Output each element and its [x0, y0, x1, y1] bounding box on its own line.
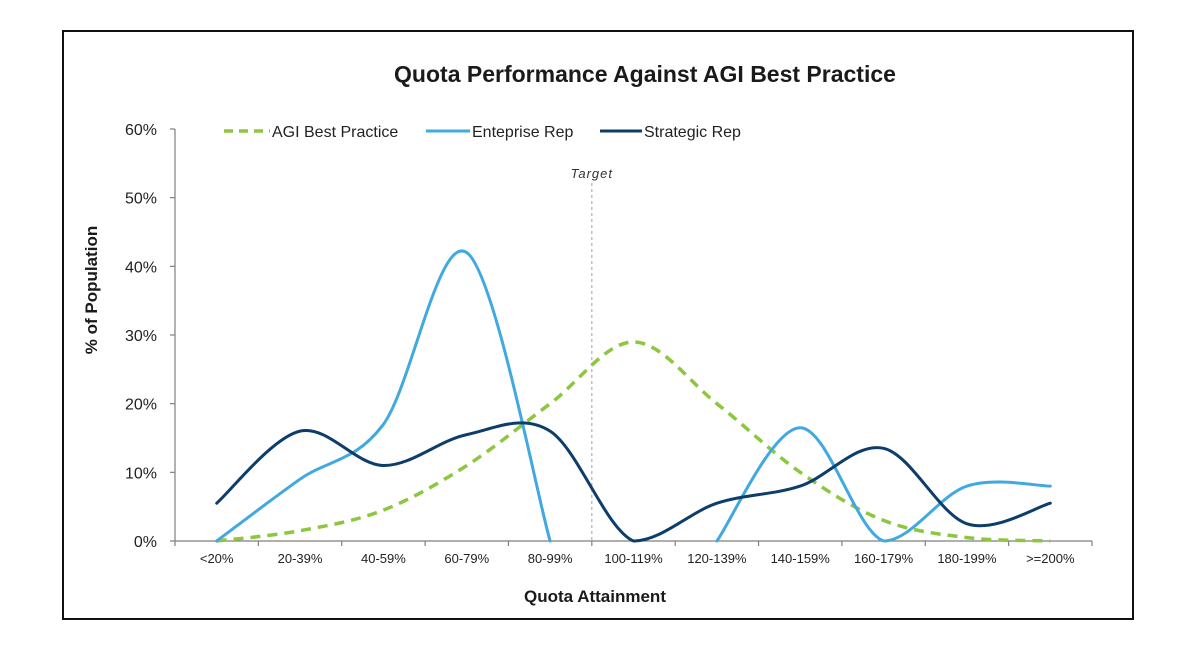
y-axis-title: % of Population [82, 226, 101, 354]
series-enteprise-rep-line [715, 426, 1052, 543]
legend-label: Strategic Rep [644, 124, 741, 141]
x-tick-label: 160-179% [854, 551, 914, 566]
y-tick-label: 60% [125, 122, 157, 139]
chart-frame [62, 30, 1134, 620]
y-tick-label: 30% [125, 328, 157, 345]
y-tick-label: 10% [125, 465, 157, 482]
series-strategic-rep-line [215, 421, 1052, 543]
x-tick-label: >=200% [1026, 551, 1075, 566]
chart-title: Quota Performance Against AGI Best Pract… [394, 61, 896, 87]
x-tick-label: <20% [200, 551, 234, 566]
series-agi-best-practice-line [216, 340, 1051, 543]
x-axis-title: Quota Attainment [524, 587, 666, 606]
y-tick-label: 50% [125, 191, 157, 208]
target-label: Target [571, 166, 614, 181]
x-tick-label: 120-139% [687, 551, 747, 566]
x-tick-label: 180-199% [937, 551, 997, 566]
y-tick-label: 0% [134, 534, 157, 551]
y-tick-label: 20% [125, 397, 157, 414]
legend: AGI Best Practice Enteprise Rep Strategic … [224, 124, 741, 141]
series-layer [215, 249, 1052, 543]
target-marker: Target [571, 166, 614, 541]
series-enteprise-rep-line [215, 249, 552, 543]
x-tick-label: 40-59% [361, 551, 406, 566]
legend-label: AGI Best Practice [272, 124, 398, 141]
x-tick-label: 100-119% [604, 551, 663, 566]
x-tick-label: 60-79% [444, 551, 489, 566]
x-tick-label: 20-39% [278, 551, 323, 566]
legend-label: Enteprise Rep [472, 124, 573, 141]
axes: 0% 10% 20% 30% 40% 50% 60% <20% 20-39% 40-59% 60-7… [125, 122, 1093, 566]
y-tick-label: 40% [125, 259, 157, 276]
x-tick-label: 140-159% [771, 551, 831, 566]
x-tick-label: 80-99% [528, 551, 573, 566]
